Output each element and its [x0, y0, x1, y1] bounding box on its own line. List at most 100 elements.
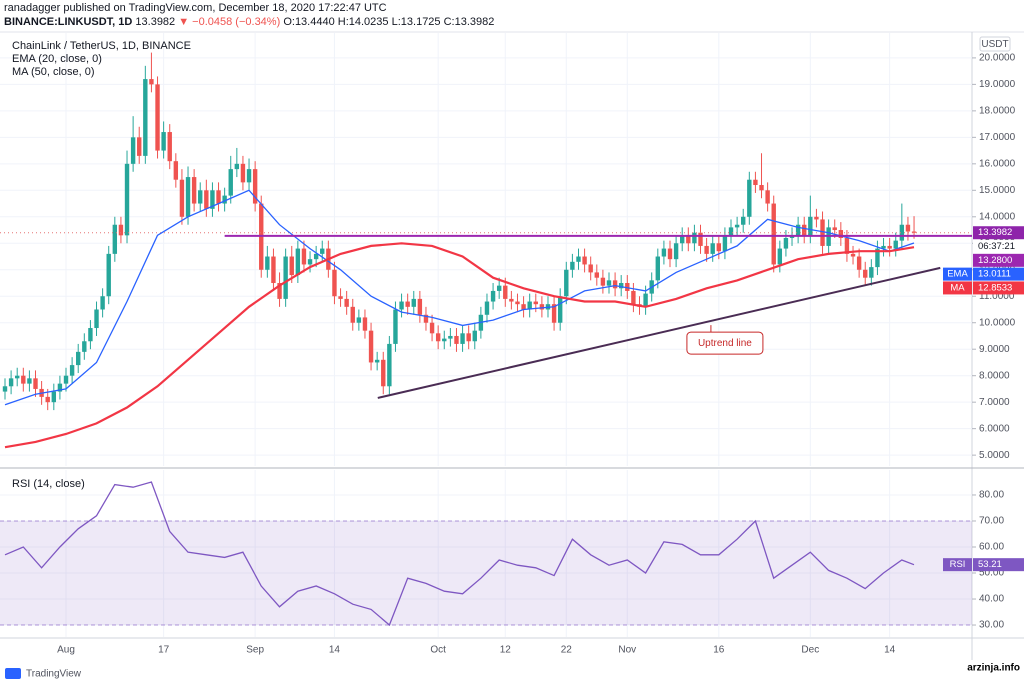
- candle-body: [173, 161, 179, 180]
- candle-body: [747, 179, 752, 217]
- candle-body: [820, 219, 825, 246]
- price-tag-text: 13.2800: [978, 255, 1012, 266]
- y-tick-label: 5.0000: [979, 450, 1010, 461]
- candle-body: [417, 298, 423, 315]
- price-tag-text: 06:37:21: [978, 241, 1015, 252]
- x-tick-label: 22: [561, 645, 573, 656]
- y-tick-label: 6.0000: [979, 423, 1010, 434]
- candle-body: [521, 304, 526, 310]
- x-tick-label: Nov: [618, 645, 636, 656]
- unit-label: USDT: [981, 39, 1008, 50]
- high-label: H:: [338, 16, 349, 28]
- y-tick-label: 15.0000: [979, 185, 1016, 196]
- y-tick-label: 30.00: [979, 620, 1004, 631]
- symbol: BINANCE:LINKUSDT, 1D: [4, 16, 132, 28]
- close-value: 13.3982: [455, 16, 495, 28]
- indicator-line: [4, 242, 915, 449]
- candle-body: [490, 290, 496, 302]
- high-value: 14.0235: [349, 16, 389, 28]
- candle-body: [802, 224, 807, 236]
- y-tick-label: 18.0000: [979, 106, 1016, 117]
- candle-body: [893, 240, 898, 249]
- candle-body: [539, 304, 545, 310]
- candle-body: [216, 190, 221, 204]
- x-tick-label: Dec: [801, 645, 819, 656]
- candle-body: [576, 256, 581, 262]
- candle-body: [753, 179, 758, 186]
- price-tag-text: 13.0111: [978, 269, 1011, 280]
- close-label: C:: [444, 16, 455, 28]
- candle-body: [338, 296, 343, 299]
- candle-body: [185, 177, 191, 217]
- price-tag: [973, 240, 1024, 254]
- price-tag-text: 12.8533: [978, 282, 1012, 293]
- ema-legend: EMA (20, close, 0): [12, 53, 102, 65]
- candle-body: [198, 190, 203, 204]
- candle-body: [283, 256, 288, 299]
- price-tag-text: 13.3982: [978, 227, 1012, 238]
- candle-body: [167, 132, 172, 162]
- ma-legend: MA (50, close, 0): [12, 66, 95, 78]
- candle-body: [704, 245, 709, 254]
- series-tag-text: MA: [950, 282, 965, 293]
- symbol-line: BINANCE:LINKUSDT, 1D 13.3982 ▼ −0.0458 (…: [4, 16, 494, 28]
- y-tick-label: 16.0000: [979, 158, 1016, 169]
- candle-body: [76, 351, 81, 366]
- candle-body: [429, 322, 435, 334]
- candle-body: [179, 179, 185, 217]
- candle-body: [899, 224, 905, 241]
- candle-body: [783, 237, 789, 249]
- candle-body: [564, 269, 569, 297]
- candle-body: [460, 333, 465, 344]
- candle-body: [496, 285, 502, 291]
- candle-body: [680, 235, 685, 244]
- candle-body: [582, 256, 587, 265]
- candle-body: [905, 224, 911, 232]
- x-tick-label: Aug: [57, 645, 75, 656]
- candle-body: [692, 232, 697, 244]
- candle-body: [100, 296, 105, 310]
- candle-body: [82, 341, 87, 352]
- candle-body: [875, 248, 880, 268]
- candle-body: [118, 224, 124, 236]
- candle-body: [210, 190, 215, 209]
- candle-body: [722, 235, 728, 252]
- candle-body: [734, 224, 740, 228]
- candle-body: [448, 335, 453, 339]
- candle-body: [393, 309, 398, 344]
- candle-body: [594, 272, 599, 278]
- candle-body: [8, 378, 14, 387]
- candle-body: [295, 248, 301, 276]
- candle-body: [130, 137, 136, 164]
- candle-body: [27, 378, 32, 384]
- candle-body: [454, 335, 459, 344]
- candle-body: [124, 163, 130, 236]
- x-tick-label: Sep: [246, 645, 264, 656]
- candle-body: [381, 359, 386, 387]
- series-tag-text: RSI: [950, 559, 966, 570]
- candle-body: [240, 163, 246, 183]
- series-tag-text: EMA: [947, 269, 968, 280]
- candle-body: [832, 227, 837, 231]
- candle-body: [887, 245, 892, 249]
- candle-body: [94, 309, 99, 329]
- trend-line: [377, 266, 941, 399]
- candle-body: [588, 264, 593, 273]
- low-value: 13.1725: [401, 16, 441, 28]
- candle-body: [435, 333, 441, 342]
- candle-body: [423, 314, 429, 323]
- candle-body: [222, 195, 227, 204]
- candle-body: [332, 269, 337, 297]
- candle-body: [698, 232, 703, 246]
- y-tick-label: 50.00: [979, 568, 1004, 579]
- candle-body: [557, 296, 563, 323]
- candle-body: [15, 375, 20, 379]
- candle-body: [301, 248, 307, 265]
- y-tick-label: 40.00: [979, 594, 1004, 605]
- candle-body: [484, 301, 490, 315]
- candle-body: [503, 285, 508, 299]
- brand: TradingView: [26, 669, 82, 680]
- candle-body: [808, 216, 813, 236]
- chart-title: ChainLink / TetherUS, 1D, BINANCE: [12, 40, 191, 52]
